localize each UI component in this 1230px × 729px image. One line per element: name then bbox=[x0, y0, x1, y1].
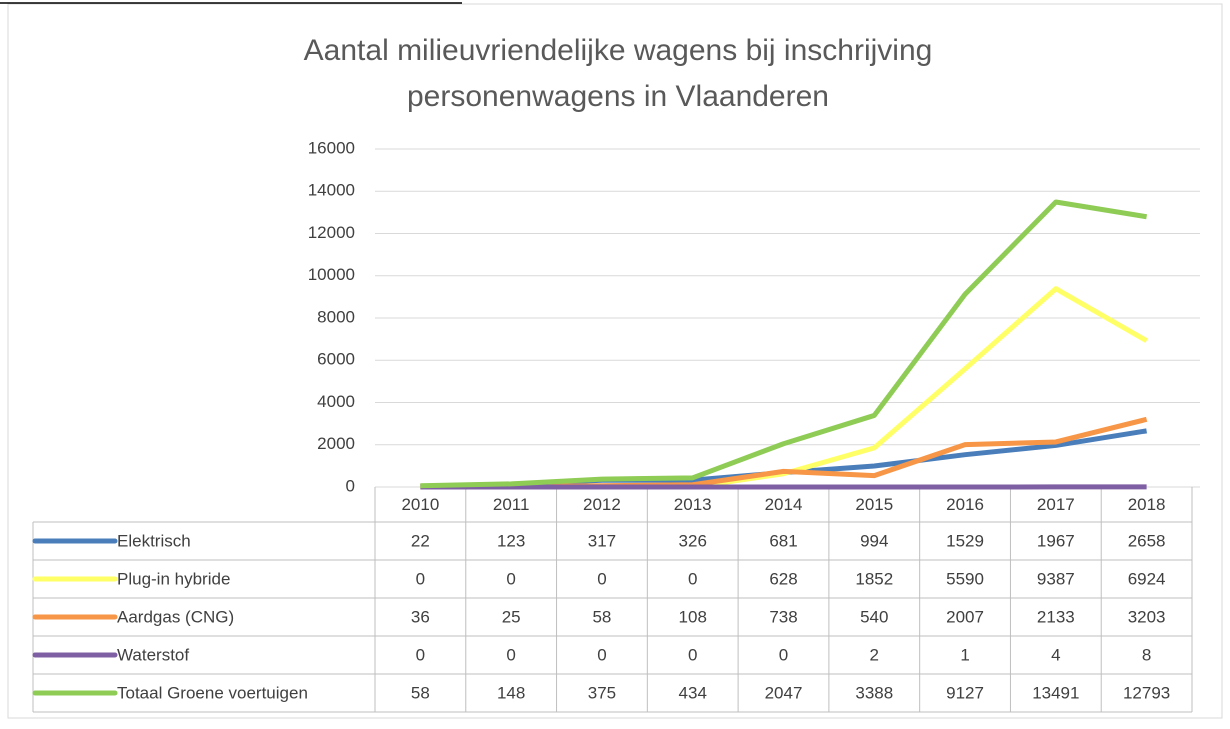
table-value: 123 bbox=[497, 531, 525, 550]
x-tick-label: 2015 bbox=[855, 495, 893, 514]
y-tick-label: 0 bbox=[346, 476, 355, 495]
table-value: 0 bbox=[688, 645, 697, 664]
table-value: 1529 bbox=[946, 531, 984, 550]
table-value: 148 bbox=[497, 683, 525, 702]
table-value: 0 bbox=[506, 645, 515, 664]
table-value: 994 bbox=[860, 531, 888, 550]
table-value: 22 bbox=[411, 531, 430, 550]
table-value: 36 bbox=[411, 607, 430, 626]
table-value: 4 bbox=[1051, 645, 1060, 664]
table-value: 5590 bbox=[946, 569, 984, 588]
table-value: 6924 bbox=[1128, 569, 1166, 588]
table-value: 9127 bbox=[946, 683, 984, 702]
table-value: 681 bbox=[769, 531, 797, 550]
legend-label: Elektrisch bbox=[117, 531, 191, 550]
table-value: 0 bbox=[688, 569, 697, 588]
x-tick-label: 2018 bbox=[1128, 495, 1166, 514]
x-tick-label: 2013 bbox=[674, 495, 712, 514]
y-tick-label: 2000 bbox=[317, 434, 355, 453]
table-value: 540 bbox=[860, 607, 888, 626]
x-tick-label: 2012 bbox=[583, 495, 621, 514]
y-tick-label: 16000 bbox=[308, 138, 355, 157]
table-value: 0 bbox=[779, 645, 788, 664]
legend-label: Plug-in hybride bbox=[117, 569, 230, 588]
table-value: 0 bbox=[597, 645, 606, 664]
x-tick-label: 2017 bbox=[1037, 495, 1075, 514]
table-value: 628 bbox=[769, 569, 797, 588]
table-value: 0 bbox=[597, 569, 606, 588]
table-value: 0 bbox=[506, 569, 515, 588]
table-value: 108 bbox=[679, 607, 707, 626]
table-value: 2007 bbox=[946, 607, 984, 626]
y-tick-label: 6000 bbox=[317, 350, 355, 369]
table-value: 738 bbox=[769, 607, 797, 626]
table-value: 326 bbox=[679, 531, 707, 550]
table-value: 1967 bbox=[1037, 531, 1075, 550]
table-value: 25 bbox=[502, 607, 521, 626]
table-value: 1852 bbox=[855, 569, 893, 588]
x-tick-label: 2011 bbox=[493, 495, 530, 514]
table-value: 12793 bbox=[1123, 683, 1170, 702]
table-value: 58 bbox=[411, 683, 430, 702]
table-value: 9387 bbox=[1037, 569, 1075, 588]
legend-label: Waterstof bbox=[117, 645, 189, 664]
legend-label: Totaal Groene voertuigen bbox=[117, 683, 308, 702]
x-tick-label: 2016 bbox=[946, 495, 984, 514]
table-value: 2047 bbox=[765, 683, 803, 702]
x-tick-label: 2014 bbox=[765, 495, 803, 514]
table-value: 0 bbox=[416, 569, 425, 588]
y-tick-label: 10000 bbox=[308, 265, 355, 284]
table-value: 2 bbox=[870, 645, 879, 664]
y-tick-label: 8000 bbox=[317, 307, 355, 326]
table-value: 13491 bbox=[1032, 683, 1079, 702]
table-value: 3203 bbox=[1128, 607, 1166, 626]
table-value: 3388 bbox=[855, 683, 893, 702]
table-value: 375 bbox=[588, 683, 616, 702]
y-tick-label: 4000 bbox=[317, 392, 355, 411]
chart-title: Aantal milieuvriendelijke wagens bij ins… bbox=[304, 34, 933, 67]
y-tick-label: 12000 bbox=[308, 223, 355, 242]
table-value: 317 bbox=[588, 531, 616, 550]
legend-label: Aardgas (CNG) bbox=[117, 607, 234, 626]
table-value: 2133 bbox=[1037, 607, 1075, 626]
table-value: 2658 bbox=[1128, 531, 1166, 550]
table-value: 58 bbox=[592, 607, 611, 626]
chart-title: personenwagens in Vlaanderen bbox=[407, 80, 829, 113]
table-value: 1 bbox=[960, 645, 969, 664]
table-value: 8 bbox=[1142, 645, 1151, 664]
table-value: 434 bbox=[679, 683, 707, 702]
table-value: 0 bbox=[416, 645, 425, 664]
y-tick-label: 14000 bbox=[308, 181, 355, 200]
x-tick-label: 2010 bbox=[401, 495, 439, 514]
